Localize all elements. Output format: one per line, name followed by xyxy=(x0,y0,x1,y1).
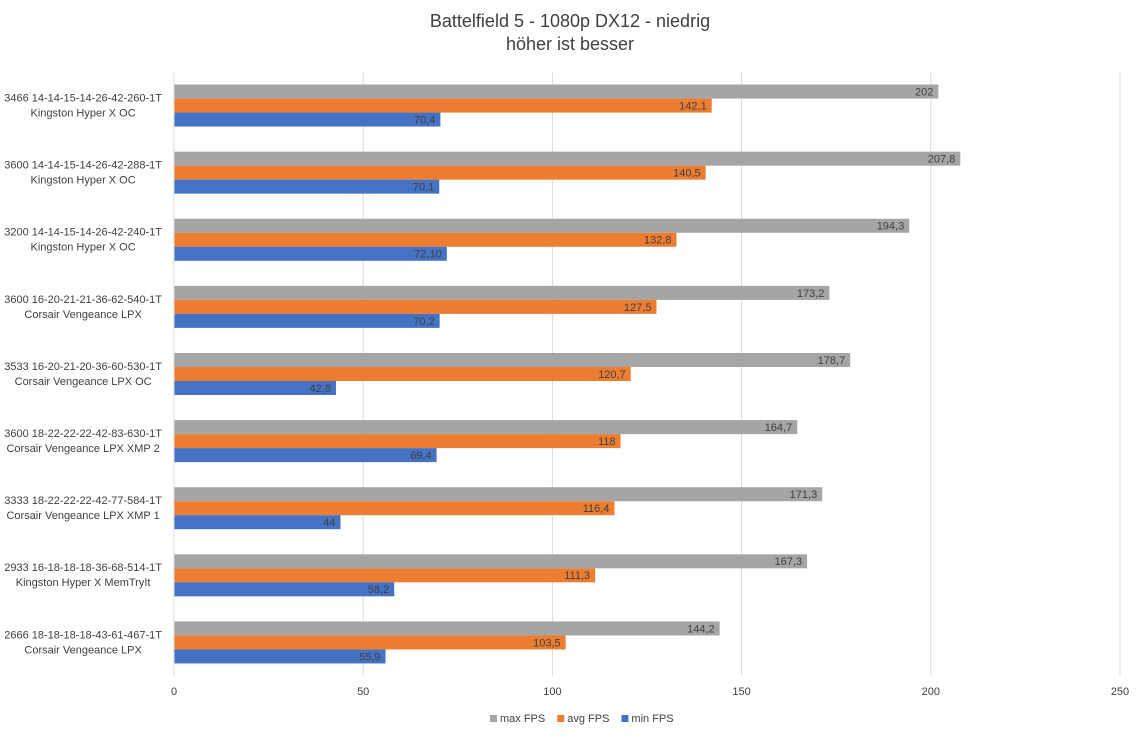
value-label: 178,7 xyxy=(818,355,846,367)
bar xyxy=(174,635,566,650)
value-label: 173,2 xyxy=(797,288,825,300)
y-tick-label: Corsair Vengeance LPX OC xyxy=(15,376,152,388)
y-tick-label: 3533 16-20-21-20-36-60-530-1T xyxy=(4,361,162,373)
chart-subtitle: höher ist besser xyxy=(506,34,634,54)
value-label: 167,3 xyxy=(775,556,803,568)
y-tick-label: 3200 14-14-15-14-26-42-240-1T xyxy=(4,227,162,239)
value-label: 55,9 xyxy=(359,651,380,663)
value-label: 118 xyxy=(598,436,616,448)
bar xyxy=(174,246,447,261)
legend-label: min FPS xyxy=(631,713,673,725)
bar xyxy=(174,165,706,180)
value-label: 202 xyxy=(915,86,933,98)
legend-label: avg FPS xyxy=(567,713,609,725)
bar xyxy=(174,568,596,583)
bar xyxy=(174,487,823,502)
value-label: 42,8 xyxy=(310,383,331,395)
value-label: 144,2 xyxy=(687,623,715,635)
value-label: 142,1 xyxy=(679,100,707,112)
value-label: 69,4 xyxy=(410,450,431,462)
value-label: 103,5 xyxy=(533,637,561,649)
bar xyxy=(174,515,341,530)
value-label: 207,8 xyxy=(928,154,956,166)
y-tick-label: Corsair Vengeance LPX xyxy=(24,644,142,656)
value-label: 70,1 xyxy=(413,182,434,194)
bar xyxy=(174,381,336,395)
legend-swatch xyxy=(490,715,497,722)
bar xyxy=(174,649,386,664)
bar xyxy=(174,621,720,636)
bar xyxy=(174,151,961,166)
bar xyxy=(174,179,440,194)
bar xyxy=(174,218,910,233)
y-tick-label: Kingston Hyper X MemTryIt xyxy=(16,577,151,589)
y-tick-label: Kingston Hyper X OC xyxy=(31,107,136,119)
y-tick-label: 2666 18-18-18-18-43-61-467-1T xyxy=(4,629,162,641)
y-tick-label: Kingston Hyper X OC xyxy=(31,242,136,254)
bar xyxy=(174,420,798,435)
value-label: 164,7 xyxy=(765,422,793,434)
chart-title: Battelfield 5 - 1080p DX12 - niedrig xyxy=(430,11,710,31)
value-label: 140,5 xyxy=(673,168,701,180)
y-tick-label: 3600 16-20-21-21-36-62-540-1T xyxy=(4,294,162,306)
y-tick-label: Corsair Vengeance LPX XMP 2 xyxy=(6,443,159,455)
bar xyxy=(174,285,830,300)
bar xyxy=(174,98,712,113)
bar xyxy=(174,232,677,247)
y-tick-label: Corsair Vengeance LPX xyxy=(24,309,142,321)
value-label: 111,3 xyxy=(564,570,590,582)
y-tick-label: 2933 16-18-18-18-36-68-514-1T xyxy=(4,562,162,574)
y-tick-label: 3600 18-22-22-22-42-83-630-1T xyxy=(4,428,162,440)
x-tick-label: 200 xyxy=(922,686,940,698)
value-label: 194,3 xyxy=(877,221,905,233)
bar xyxy=(174,353,851,367)
y-tick-label: Corsair Vengeance LPX XMP 1 xyxy=(6,510,159,522)
value-label: 70,4 xyxy=(414,114,435,126)
bar xyxy=(174,313,440,328)
legend-swatch xyxy=(557,715,565,722)
bar xyxy=(174,112,441,127)
value-label: 171,3 xyxy=(790,489,818,501)
x-tick-label: 100 xyxy=(543,686,561,698)
x-tick-label: 50 xyxy=(357,686,369,698)
x-tick-label: 250 xyxy=(1111,686,1129,698)
x-tick-label: 0 xyxy=(171,686,177,698)
bar xyxy=(174,299,657,314)
value-label: 58,2 xyxy=(368,584,389,596)
bar xyxy=(174,434,621,449)
y-tick-label: Kingston Hyper X OC xyxy=(31,175,136,187)
y-tick-label: 3600 14-14-15-14-26-42-288-1T xyxy=(4,160,162,172)
y-tick-label: 3333 18-22-22-22-42-77-584-1T xyxy=(4,495,162,507)
value-label: 127,5 xyxy=(624,302,652,314)
value-label: 120,7 xyxy=(598,369,626,381)
bar xyxy=(174,582,395,597)
value-label: 116,4 xyxy=(583,503,610,515)
bar xyxy=(174,367,631,381)
bar xyxy=(174,554,808,569)
bar xyxy=(174,84,939,99)
bar xyxy=(174,448,437,463)
value-label: 70,2 xyxy=(413,316,434,328)
x-tick-label: 150 xyxy=(732,686,750,698)
value-label: 44 xyxy=(323,517,335,529)
value-label: 72,10 xyxy=(414,249,442,261)
legend-swatch xyxy=(621,715,629,722)
bar xyxy=(174,501,615,516)
y-tick-label: 3466 14-14-15-14-26-42-260-1T xyxy=(4,92,162,104)
legend-label: max FPS xyxy=(500,713,545,725)
value-label: 132,8 xyxy=(644,235,672,247)
